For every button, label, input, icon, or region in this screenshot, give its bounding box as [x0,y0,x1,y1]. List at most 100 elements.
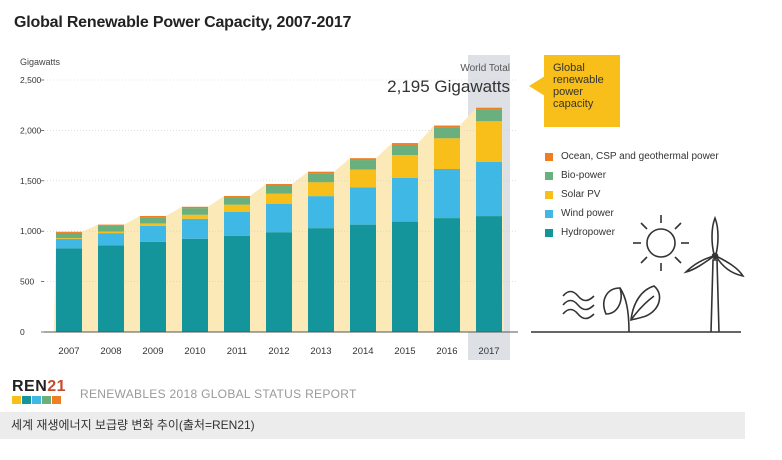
wind-turbine-icon [683,215,745,333]
bar-wind-power-2014 [350,187,376,225]
chart-title: Global Renewable Power Capacity, 2007-20… [14,14,352,31]
bar-hydropower-2012 [266,232,292,332]
image-caption: 세계 재생에너지 보급량 변화 추이(출처=REN21) [0,412,745,439]
bar-bio-power-2010 [182,208,208,215]
world-total-label: World Total [460,63,510,74]
legend-label: Solar PV [561,189,601,200]
bar-bio-power-2011 [224,197,250,205]
bar-ocean-csp-and-geothermal-power-2017 [476,107,502,110]
bar-solar-pv-2009 [140,223,166,226]
x-tick-label-2008: 2008 [100,346,121,357]
callout-box: Global renewable power capacity [544,55,620,127]
legend-item: Wind power [545,204,719,223]
bar-hydropower-2014 [350,224,376,332]
logo-number: 21 [47,378,67,395]
legend-item: Solar PV [545,185,719,204]
bar-hydropower-2010 [182,238,208,332]
x-tick-label-2015: 2015 [394,346,415,357]
y-tick-label: 0 [20,327,25,337]
bar-hydropower-2017 [476,216,502,332]
x-tick-label-2009: 2009 [142,346,163,357]
bar-wind-power-2012 [266,203,292,233]
y-tick-label: 500 [20,277,34,287]
bar-solar-pv-2013 [308,182,334,197]
legend-label: Wind power [561,208,614,219]
water-waves-icon [562,290,595,320]
bar-bio-power-2008 [98,225,124,232]
callout-arrow [529,76,545,96]
x-tick-label-2011: 2011 [227,346,247,357]
bar-wind-power-2017 [476,161,502,217]
bar-bio-power-2015 [392,144,418,155]
bar-wind-power-2007 [56,238,82,249]
bar-wind-power-2010 [182,218,208,239]
bar-hydropower-2015 [392,221,418,332]
legend-swatch [545,228,553,237]
bar-ocean-csp-and-geothermal-power-2014 [350,158,376,161]
legend-swatch [545,190,553,199]
bar-solar-pv-2012 [266,193,292,204]
bar-solar-pv-2014 [350,169,376,188]
bar-solar-pv-2007 [56,238,82,239]
x-tick-label-2016: 2016 [436,346,457,357]
legend-swatch [545,171,553,180]
bar-ocean-csp-and-geothermal-power-2012 [266,184,292,186]
bar-hydropower-2008 [98,245,124,332]
bar-ocean-csp-and-geothermal-power-2016 [434,125,460,128]
bar-solar-pv-2008 [98,231,124,234]
report-title: RENEWABLES 2018 GLOBAL STATUS REPORT [80,387,357,401]
bar-ocean-csp-and-geothermal-power-2011 [224,196,250,198]
x-tick-label-2012: 2012 [268,346,289,357]
bar-solar-pv-2011 [224,204,250,212]
legend-label: Hydropower [561,227,615,238]
legend-item: Bio-power [545,166,719,185]
legend-label: Ocean, CSP and geothermal power [561,151,719,162]
bar-solar-pv-2016 [434,138,460,170]
y-tick-label: 2,000 [20,125,42,135]
bar-wind-power-2015 [392,177,418,222]
x-tick-label-2007: 2007 [58,346,79,357]
chart-legend: Ocean, CSP and geothermal power Bio-power… [545,147,719,242]
bar-hydropower-2009 [140,241,166,332]
bar-solar-pv-2010 [182,214,208,219]
bar-solar-pv-2015 [392,154,418,178]
bar-bio-power-2013 [308,173,334,183]
sun-icon [633,215,689,271]
bar-hydropower-2007 [56,248,82,332]
bar-bio-power-2012 [266,185,292,194]
x-tick-label-2014: 2014 [352,346,373,357]
x-tick-label-2017: 2017 [478,346,499,357]
bar-wind-power-2008 [98,233,124,246]
bar-wind-power-2009 [140,225,166,242]
bar-bio-power-2007 [56,232,82,239]
bar-solar-pv-2017 [476,121,502,162]
plant-leaves-icon [603,285,661,333]
logo-prefix: REN [12,378,48,395]
bar-bio-power-2016 [434,127,460,139]
legend-item: Ocean, CSP and geothermal power [545,147,719,166]
bar-hydropower-2011 [224,235,250,332]
legend-swatch [545,209,553,218]
bar-ocean-csp-and-geothermal-power-2008 [98,224,124,226]
renewable-illustration [531,215,745,333]
world-total-value: 2,195 Gigawatts [387,77,510,96]
y-tick-label: 1,000 [20,226,42,236]
y-tick-label: 1,500 [20,176,42,186]
bar-ocean-csp-and-geothermal-power-2010 [182,206,208,209]
bar-wind-power-2011 [224,211,250,236]
bar-wind-power-2016 [434,169,460,219]
bar-hydropower-2013 [308,228,334,332]
y-tick-label: 2,500 [20,75,42,85]
bar-bio-power-2014 [350,160,376,170]
legend-item: Hydropower [545,223,719,242]
bar-ocean-csp-and-geothermal-power-2009 [140,215,166,218]
y-axis-unit-label: Gigawatts [20,57,61,67]
legend-label: Bio-power [561,170,607,181]
x-tick-label-2010: 2010 [184,346,205,357]
bar-hydropower-2016 [434,218,460,332]
bar-ocean-csp-and-geothermal-power-2015 [392,143,418,145]
bar-ocean-csp-and-geothermal-power-2013 [308,171,334,174]
bar-ocean-csp-and-geothermal-power-2007 [56,231,82,233]
bar-bio-power-2017 [476,109,502,122]
